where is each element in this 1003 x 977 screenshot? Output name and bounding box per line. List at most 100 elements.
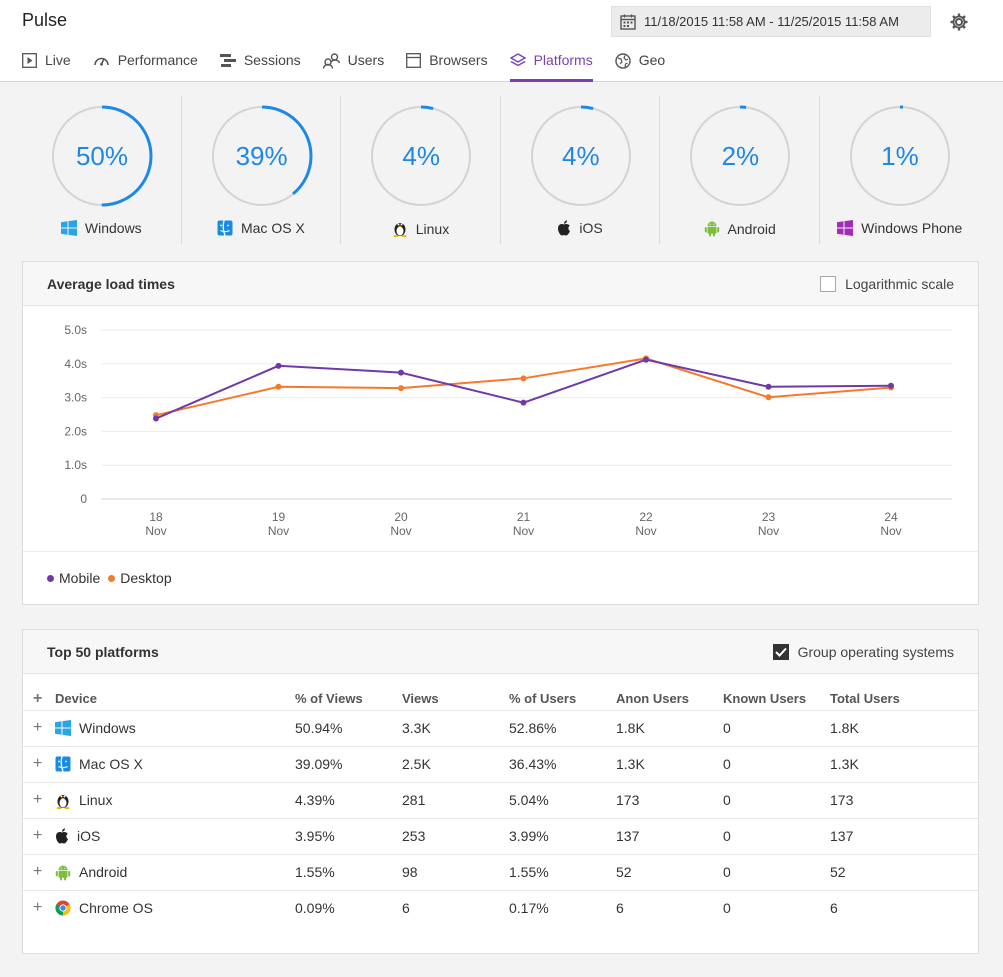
windows-icon xyxy=(60,220,77,236)
gear-icon[interactable] xyxy=(949,12,969,32)
platforms-table-card: Top 50 platforms Group operating systems… xyxy=(22,629,979,954)
group-os-checkbox[interactable] xyxy=(772,643,789,660)
table-row[interactable]: + Linux 4.39% 281 5.04% 173 0 173 xyxy=(23,781,978,818)
x-tick-label: Nov xyxy=(880,524,901,538)
plus-icon[interactable]: + xyxy=(33,755,43,772)
x-tick-label: Nov xyxy=(758,524,779,538)
plus-icon[interactable]: + xyxy=(33,827,43,844)
pct-users-cell: 5.04% xyxy=(509,781,616,818)
plus-icon[interactable]: + xyxy=(33,689,43,707)
ring-android[interactable]: 2% Android xyxy=(660,96,820,244)
group-os-toggle[interactable]: Group operating systems xyxy=(772,643,954,660)
x-tick-label: Nov xyxy=(268,524,289,538)
data-point-mobile xyxy=(153,415,159,422)
ring-windows[interactable]: 50% Windows xyxy=(22,96,182,244)
plus-icon[interactable]: + xyxy=(33,791,43,808)
table-row[interactable]: + Windows 50.94% 3.3K 52.86% 1.8K 0 1.8K xyxy=(23,709,978,746)
data-point-mobile xyxy=(398,369,404,376)
device-cell-inner: Windows xyxy=(55,720,295,736)
tab-platforms[interactable]: Platforms xyxy=(509,46,593,82)
tab-sessions[interactable]: Sessions xyxy=(219,46,301,82)
known-users-cell: 0 xyxy=(723,889,830,926)
ring-percent: 4% xyxy=(402,140,440,171)
x-tick-label: Nov xyxy=(513,524,534,538)
apple-icon xyxy=(558,220,571,236)
expand-cell[interactable]: + xyxy=(23,889,55,926)
app-title: Pulse xyxy=(22,10,68,30)
browser-window-icon xyxy=(406,53,422,68)
expand-cell[interactable]: + xyxy=(23,745,55,782)
pct-users-cell: 36.43% xyxy=(509,745,616,782)
known-users-cell: 0 xyxy=(723,853,830,890)
plus-icon[interactable]: + xyxy=(33,863,43,880)
tab-performance[interactable]: Performance xyxy=(93,46,198,82)
tab-users[interactable]: Users xyxy=(322,46,384,82)
total-users-cell: 1.3K xyxy=(830,745,978,782)
tab-browsers[interactable]: Browsers xyxy=(406,46,488,82)
ring-label: Android xyxy=(660,220,819,237)
x-tick-label: 21 xyxy=(517,510,531,524)
plus-icon[interactable]: + xyxy=(33,719,43,736)
col-known-users[interactable]: Known Users xyxy=(723,691,807,707)
ring-macos[interactable]: 39% Mac OS X xyxy=(182,96,342,244)
log-scale-checkbox[interactable] xyxy=(820,275,837,292)
main-tabs: Live Performance Sessions Users Browsers… xyxy=(22,46,687,82)
anon-users-cell: 1.8K xyxy=(616,709,723,746)
legend-dot xyxy=(108,574,116,582)
ring-gauge xyxy=(530,105,632,207)
expand-cell[interactable]: + xyxy=(23,817,55,854)
card-header: Average load times Logarithmic scale xyxy=(23,262,978,306)
col-total-users[interactable]: Total Users xyxy=(830,691,900,707)
device-cell: Android xyxy=(55,853,295,890)
expand-all-cell[interactable]: + xyxy=(23,674,55,710)
col-anon-users[interactable]: Anon Users xyxy=(616,691,689,707)
ring-label-text: iOS xyxy=(579,220,603,236)
legend-item-desktop[interactable]: Desktop xyxy=(108,570,172,586)
data-point-mobile xyxy=(888,382,894,389)
col-views[interactable]: Views xyxy=(402,691,439,707)
table-row[interactable]: + Mac OS X 39.09% 2.5K 36.43% 1.3K 0 1.3… xyxy=(23,745,978,782)
tab-geo[interactable]: Geo xyxy=(615,46,665,82)
ring-percent: 39% xyxy=(235,140,288,171)
log-scale-label: Logarithmic scale xyxy=(845,275,954,292)
expand-cell[interactable]: + xyxy=(23,709,55,746)
expand-cell[interactable]: + xyxy=(23,781,55,818)
chart-area: 0 1.0s 2.0s 3.0s 4.0s 5.0s 18 Nov 19 Nov 20 Nov 21 No… xyxy=(23,306,978,551)
table-row[interactable]: + Android 1.55% 98 1.55% 52 0 52 xyxy=(23,853,978,890)
total-users-cell: 6 xyxy=(830,889,978,926)
tab-label: Performance xyxy=(117,52,198,68)
device-name: iOS xyxy=(77,828,101,844)
views-cell: 253 xyxy=(402,817,509,854)
tab-live[interactable]: Live xyxy=(22,46,71,82)
date-range-picker[interactable]: 11/18/2015 11:58 AM - 11/25/2015 11:58 A… xyxy=(611,6,931,37)
pct-views-cell: 3.95% xyxy=(295,817,402,854)
col-pct-views[interactable]: % of Views xyxy=(295,691,363,707)
legend-item-mobile[interactable]: Mobile xyxy=(47,570,100,586)
load-times-line-chart: 01.0s2.0s3.0s4.0s5.0s18Nov19Nov20Nov21No… xyxy=(64,323,952,538)
device-name: Mac OS X xyxy=(79,756,143,772)
ring-ios[interactable]: 4% iOS xyxy=(501,96,661,244)
x-tick-label: Nov xyxy=(635,524,656,538)
ring-windows-phone[interactable]: 1% Windows Phone xyxy=(820,96,980,244)
finder-icon xyxy=(55,756,71,772)
ring-linux[interactable]: 4% Linux xyxy=(341,96,501,244)
log-scale-toggle[interactable]: Logarithmic scale xyxy=(820,275,954,292)
expand-cell[interactable]: + xyxy=(23,853,55,890)
y-tick-label: 2.0s xyxy=(64,424,87,438)
tux-icon xyxy=(393,223,407,237)
total-users-cell: 137 xyxy=(830,817,978,854)
plus-icon[interactable]: + xyxy=(33,899,43,917)
table-header-row: + Device % of Views Views % of Users Ano… xyxy=(23,674,978,710)
group-os-label: Group operating systems xyxy=(797,643,954,660)
card-title: Top 50 platforms xyxy=(47,643,159,660)
table-row[interactable]: + Chrome OS 0.09% 6 0.17% 6 0 6 xyxy=(23,889,978,926)
tux-icon xyxy=(56,794,70,809)
x-tick-label: 18 xyxy=(149,510,163,524)
col-pct-users[interactable]: % of Users xyxy=(509,691,577,707)
device-cell: Linux xyxy=(55,781,295,818)
table-row[interactable]: + iOS 3.95% 253 3.99% 137 0 137 xyxy=(23,817,978,854)
col-device[interactable]: Device xyxy=(55,691,97,707)
anon-users-cell: 137 xyxy=(616,817,723,854)
apple-icon xyxy=(56,828,68,844)
tab-label: Sessions xyxy=(243,52,301,68)
